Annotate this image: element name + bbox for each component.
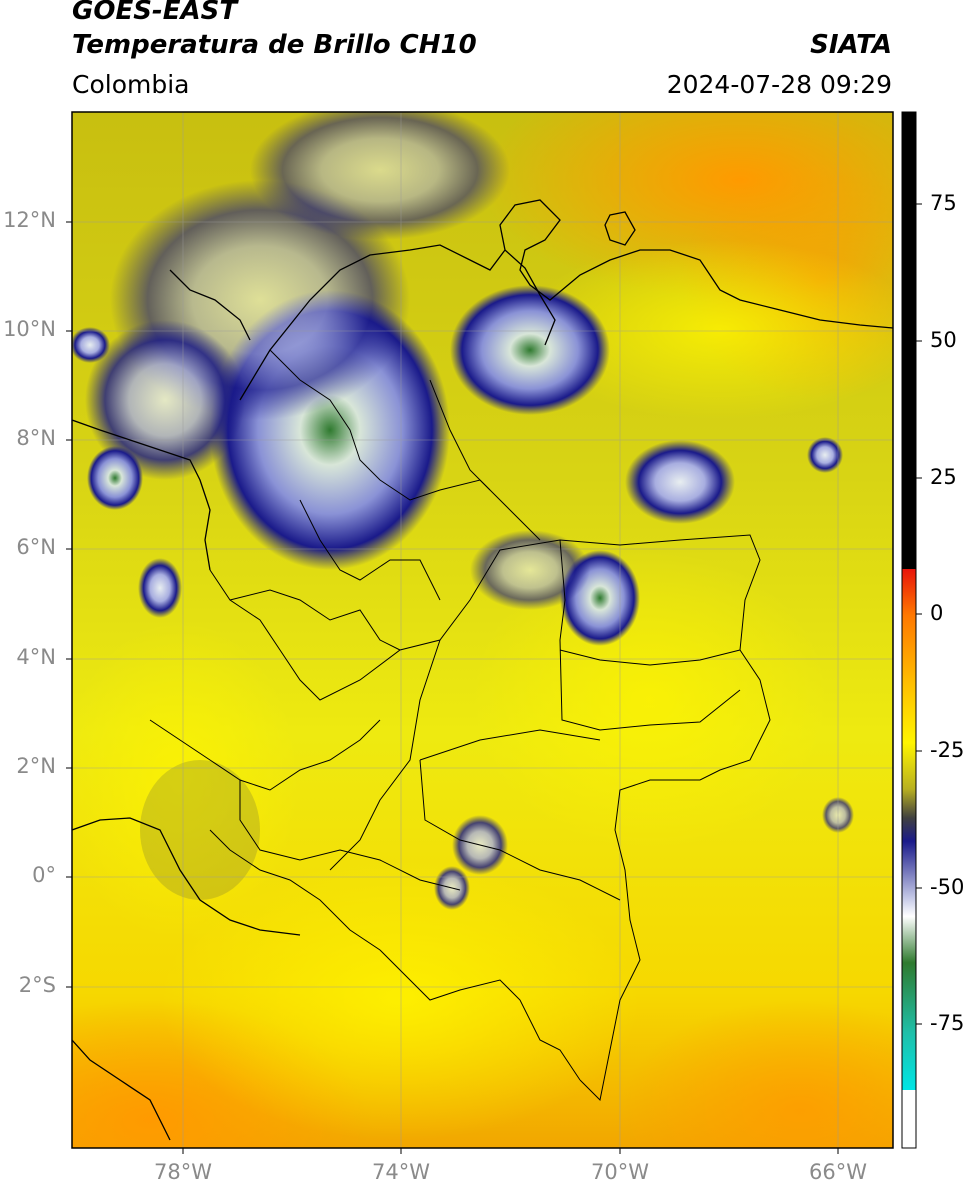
colorbar (901, 111, 922, 1149)
coastlines (72, 199, 893, 1141)
lat-label-6N: 6°N (16, 535, 56, 559)
colorbar-label-25: 25 (930, 465, 957, 489)
colorbar-label-0: 0 (930, 601, 944, 625)
borders (149, 349, 771, 1102)
product-title: Temperatura de Brillo CH10 (72, 30, 477, 60)
datetime-label: 2024-07-28 09:29 (666, 70, 892, 99)
source-label: SIATA (810, 30, 892, 60)
satellite-title: GOES-EAST (72, 0, 238, 26)
lat-label-4N: 4°N (16, 645, 56, 669)
lat-label-10N: 10°N (3, 317, 56, 341)
colorbar-black-segment (902, 112, 916, 569)
lon-label-66W: 66°W (809, 1160, 867, 1184)
graticule (72, 112, 893, 1148)
lon-label-74W: 74°W (372, 1160, 430, 1184)
lat-label-0: 0° (32, 863, 56, 887)
region-label: Colombia (72, 70, 190, 99)
colorbar-label-75: 75 (930, 191, 957, 215)
lon-label-70W: 70°W (591, 1160, 649, 1184)
colorbar-label-minus75: -75 (930, 1011, 965, 1035)
colorbar-frame (901, 111, 917, 1149)
colorbar-label-minus25: -25 (930, 738, 965, 762)
map-frame (71, 111, 894, 1149)
lat-label-8N: 8°N (16, 426, 56, 450)
colorbar-label-50: 50 (930, 328, 957, 352)
colorbar-gradient (902, 569, 916, 1148)
colorbar-label-minus50: -50 (930, 875, 965, 899)
lon-label-78W: 78°W (154, 1160, 212, 1184)
lat-label-2S: 2°S (18, 973, 56, 997)
satellite-image (72, 112, 893, 1148)
lat-label-2N: 2°N (16, 754, 56, 778)
lat-label-12N: 12°N (3, 208, 56, 232)
axis-ticks (66, 221, 839, 1154)
